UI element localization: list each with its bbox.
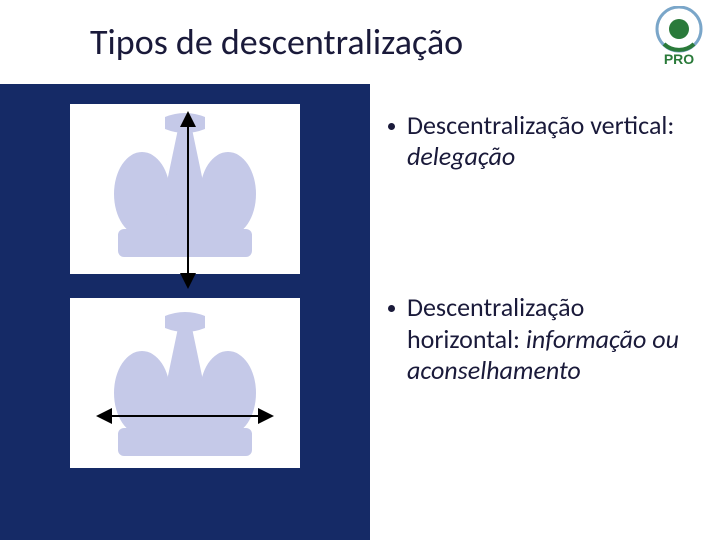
diagram-horizontal bbox=[70, 298, 300, 468]
bullet-item-horizontal: Descentralização horizontal: informação … bbox=[388, 292, 702, 386]
logo-text: PRO bbox=[664, 51, 694, 67]
diagram-vertical bbox=[70, 104, 300, 274]
bullet-text: Descentralização vertical: delegação bbox=[407, 110, 702, 172]
bullets-panel: Descentralização vertical: delegação Des… bbox=[370, 84, 720, 540]
title-bar: Tipos de descentralização PRO bbox=[0, 0, 720, 84]
bullet-dot-icon bbox=[388, 123, 395, 130]
bullet-text: Descentralização horizontal: informação … bbox=[407, 292, 702, 386]
slide-body: Descentralização vertical: delegação Des… bbox=[0, 84, 720, 540]
diagrams-column bbox=[70, 104, 330, 492]
bullet-item-vertical: Descentralização vertical: delegação bbox=[388, 110, 702, 172]
pro-logo: PRO bbox=[648, 6, 710, 68]
slide-title: Tipos de descentralização bbox=[90, 20, 463, 64]
bullet-italic: delegação bbox=[407, 140, 515, 172]
slide-root: Tipos de descentralização PRO bbox=[0, 0, 720, 540]
bullet-dot-icon bbox=[388, 305, 395, 312]
bullet-plain: Descentralização vertical: bbox=[407, 109, 674, 141]
